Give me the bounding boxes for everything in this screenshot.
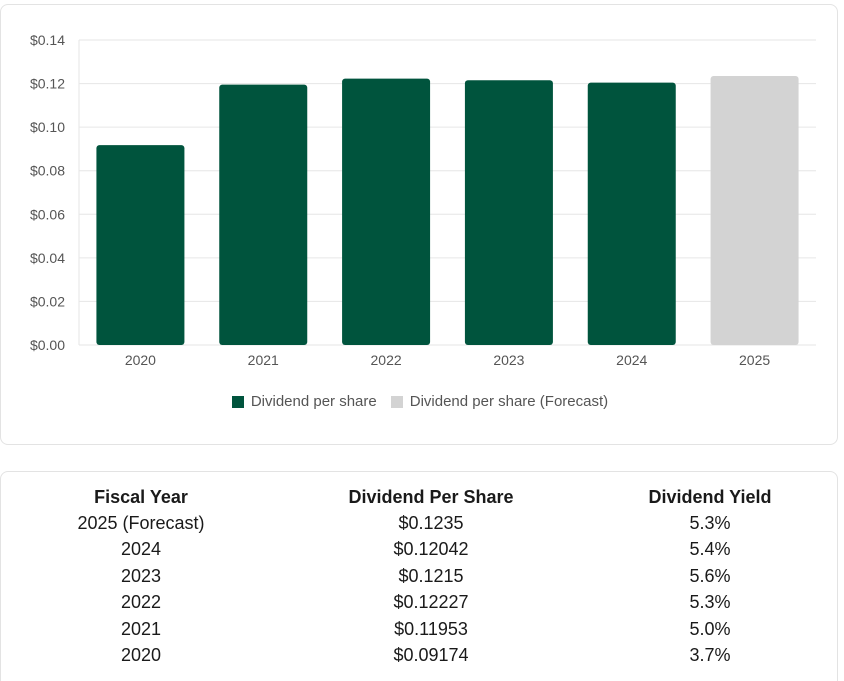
x-tick-label: 2025 — [739, 352, 770, 368]
cell-fiscal-year: 2024 — [120, 539, 162, 560]
header-dividend-yield: Dividend Yield — [648, 486, 772, 507]
cell-dividend-per-share: $0.1215 — [398, 565, 464, 586]
y-tick-label: $0.06 — [30, 206, 65, 222]
y-tick-label: $0.14 — [30, 32, 65, 48]
legend-label-actual: Dividend per share — [250, 393, 377, 410]
y-tick-label: $0.04 — [30, 250, 65, 266]
cell-fiscal-year: 2022 — [120, 592, 162, 613]
y-tick-label: $0.02 — [30, 293, 65, 309]
x-tick-label: 2023 — [493, 352, 524, 368]
table-header-row: Fiscal Year Dividend Per Share Dividend … — [1, 484, 839, 510]
cell-dividend-yield: 5.0% — [689, 618, 731, 639]
table-row: 2024 $0.12042 5.4% — [1, 537, 839, 564]
table-row: 2021 $0.11953 5.0% — [1, 616, 839, 643]
table-row: 2022 $0.12227 5.3% — [1, 590, 839, 617]
table-row: 2023 $0.1215 5.6% — [1, 563, 839, 590]
y-tick-label: $0.08 — [30, 163, 65, 179]
cell-dividend-per-share: $0.1235 — [398, 512, 464, 533]
legend-item-forecast[interactable]: Dividend per share (Forecast) — [390, 393, 609, 410]
table-row: 2020 $0.09174 3.7% — [1, 643, 839, 670]
legend-swatch-actual — [231, 395, 244, 408]
x-tick-label: 2020 — [125, 352, 156, 368]
cell-dividend-per-share: $0.12042 — [393, 539, 469, 560]
bar-dividend — [587, 82, 676, 345]
cell-dividend-yield: 3.7% — [689, 645, 731, 666]
dividend-chart-card: $0.00 $0.02 $0.04 $0.06 $0.08 $0.10 $0.12 $0.14… — [0, 4, 838, 445]
bar-dividend — [342, 78, 431, 345]
cell-fiscal-year: 2025 (Forecast) — [77, 512, 205, 533]
table-row: 2025 (Forecast) $0.1235 5.3% — [1, 510, 839, 537]
x-tick-label: 2021 — [248, 352, 279, 368]
legend-item-actual[interactable]: Dividend per share — [231, 393, 377, 410]
cell-dividend-yield: 5.6% — [689, 565, 731, 586]
bar-dividend — [96, 145, 185, 345]
y-tick-label: $0.12 — [30, 76, 65, 92]
cell-fiscal-year: 2020 — [120, 645, 162, 666]
cell-dividend-yield: 5.3% — [689, 512, 731, 533]
bar-dividend-forecast — [710, 75, 799, 346]
cell-fiscal-year: 2021 — [120, 618, 162, 639]
bar-dividend — [219, 84, 308, 345]
cell-dividend-yield: 5.3% — [689, 592, 731, 613]
header-fiscal-year: Fiscal Year — [94, 486, 188, 507]
dividend-bar-chart: $0.00 $0.02 $0.04 $0.06 $0.08 $0.10 $0.12 $0.14… — [30, 32, 816, 368]
cell-dividend-per-share: $0.09174 — [393, 645, 469, 666]
y-tick-label: $0.00 — [30, 337, 65, 353]
cell-dividend-per-share: $0.12227 — [393, 592, 469, 613]
chart-legend: Dividend per share Dividend per share (F… — [1, 393, 839, 410]
cell-dividend-yield: 5.4% — [689, 539, 731, 560]
bar-dividend — [464, 80, 553, 345]
x-tick-label: 2022 — [371, 352, 402, 368]
dividend-table: Fiscal Year Dividend Per Share Dividend … — [1, 484, 839, 669]
legend-label-forecast: Dividend per share (Forecast) — [409, 393, 609, 410]
dividend-table-card: Fiscal Year Dividend Per Share Dividend … — [0, 471, 838, 681]
legend-swatch-forecast — [390, 395, 403, 408]
y-tick-label: $0.10 — [30, 119, 65, 135]
cell-fiscal-year: 2023 — [120, 565, 162, 586]
x-tick-label: 2024 — [616, 352, 647, 368]
header-dividend-per-share: Dividend Per Share — [348, 486, 514, 507]
cell-dividend-per-share: $0.11953 — [394, 618, 468, 639]
